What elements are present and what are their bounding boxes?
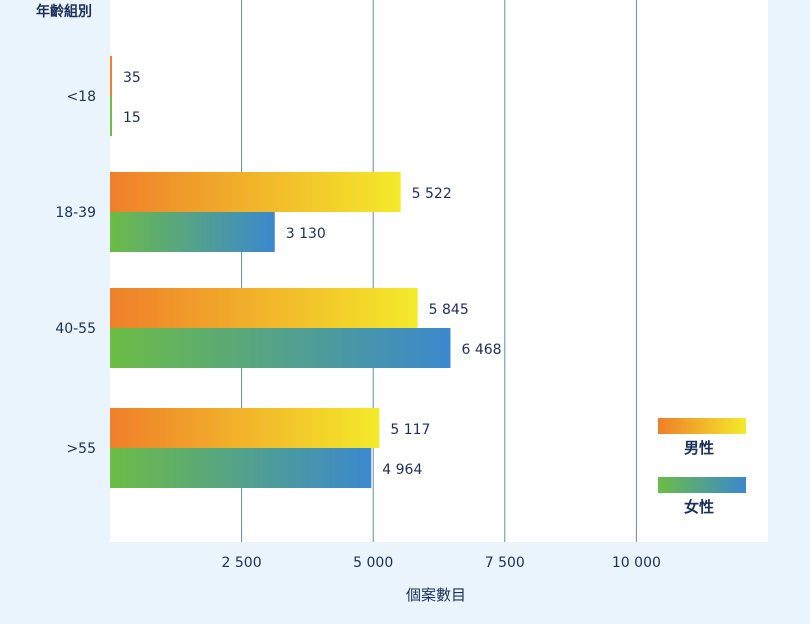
y-tick-label: 18-39: [55, 205, 96, 221]
data-label: 5 845: [429, 302, 469, 318]
legend-swatch-male: [658, 418, 746, 434]
y-tick-label: >55: [66, 441, 96, 457]
data-label: 5 522: [412, 186, 452, 202]
x-tick-label: 7 500: [485, 555, 525, 571]
x-tick-label: 5 000: [353, 555, 393, 571]
legend-label-female: 女性: [684, 498, 714, 516]
bar-female: [110, 212, 275, 252]
x-tick-label: 2 500: [222, 555, 262, 571]
legend-swatch-female: [658, 477, 746, 493]
legend-label-male: 男性: [684, 439, 714, 457]
data-label: 6 468: [461, 342, 501, 358]
legend: 男性 女性: [658, 418, 746, 516]
x-axis-title: 個案數目: [406, 586, 466, 604]
bar-male: [110, 288, 418, 328]
bar-male: [110, 172, 401, 212]
y-tick-label: 40-55: [55, 321, 96, 337]
bar-male: [110, 56, 112, 96]
bar-female: [110, 328, 451, 368]
y-tick-label: <18: [66, 89, 96, 105]
data-label: 3 130: [286, 226, 326, 242]
data-label: 15: [123, 110, 141, 126]
x-tick-label: 10 000: [612, 555, 661, 571]
data-label: 5 117: [390, 422, 430, 438]
data-label: 35: [123, 70, 141, 86]
bar-female: [110, 448, 372, 488]
y-axis-title: 年齡組別: [36, 3, 92, 20]
data-label: 4 964: [382, 462, 422, 478]
bar-female: [110, 96, 112, 136]
bar-male: [110, 408, 380, 448]
